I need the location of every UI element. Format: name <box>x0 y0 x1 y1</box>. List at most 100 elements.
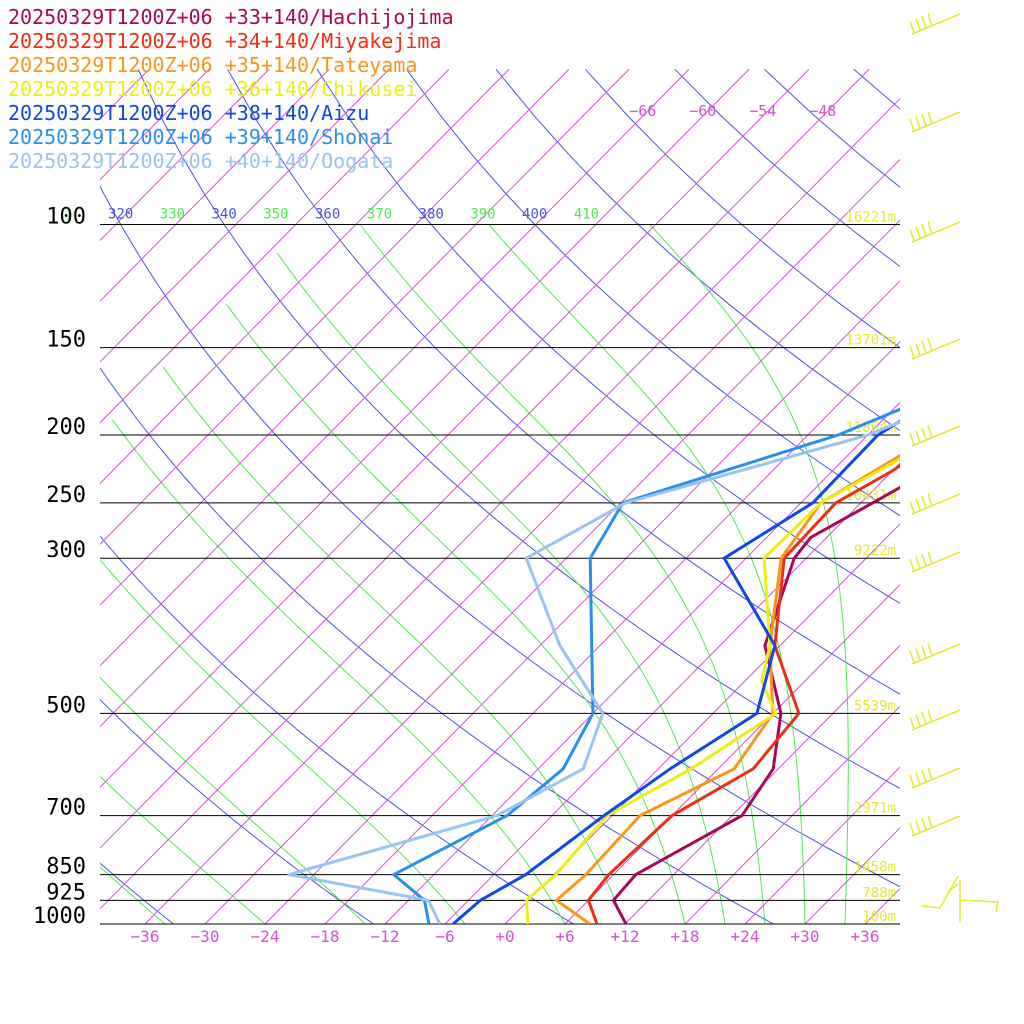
dry-adiabat-line <box>495 68 900 432</box>
dry-adiabat-line <box>100 367 774 924</box>
wind-barbs <box>909 13 999 922</box>
isotherm-line <box>100 68 390 363</box>
height-label: 9222m <box>854 543 896 559</box>
height-label: 788m <box>862 885 896 901</box>
wind-barb <box>909 111 961 133</box>
moist-adiabats <box>100 224 849 924</box>
height-label: 100m <box>862 909 896 925</box>
temperature-tick-label: −6 <box>435 927 454 946</box>
series-line-5 <box>392 407 900 924</box>
legend-entry: 20250329T1200Z+06 +38+140/Aizu <box>8 101 369 125</box>
isotherm-line <box>744 766 900 924</box>
theta-labels: ) 320 330 340 350 360 370 380 390 400 410 <box>65 206 599 222</box>
moist-adiabat-line <box>649 224 849 924</box>
pressure-label: 100 <box>46 204 86 229</box>
isotherm-line <box>804 827 900 924</box>
moist-adiabat-line <box>488 224 806 924</box>
pressure-label: 200 <box>46 415 86 440</box>
theta-label: 400 <box>522 206 547 222</box>
legend: 20250329T1200Z+06 +33+140/Hachijojima202… <box>8 5 454 173</box>
moist-adiabat-line <box>100 676 366 924</box>
isotherm-line <box>504 523 900 924</box>
isotherm-line <box>684 705 900 924</box>
theta-label: 340 <box>211 206 236 222</box>
isotherm-line <box>100 68 630 606</box>
dry-adiabats <box>100 68 900 924</box>
wind-barb <box>909 221 961 243</box>
series-line-3 <box>524 457 900 924</box>
isotherm-line <box>985 69 1024 924</box>
dry-adiabat-line <box>100 862 174 924</box>
moist-adiabat-line <box>162 367 626 924</box>
series-line-0 <box>611 485 900 924</box>
dry-adiabat-line <box>227 69 900 695</box>
pressure-label: 1000 <box>33 904 86 929</box>
wind-barb <box>909 493 961 515</box>
theta-label: 410 <box>574 206 599 222</box>
isotherm-line <box>384 401 900 924</box>
profile-lines <box>287 407 900 924</box>
legend-entry: 20250329T1200Z+06 +40+140/Oogata <box>8 149 393 173</box>
moist-adiabat-line <box>111 419 566 924</box>
dry-adiabat-line <box>100 535 574 924</box>
upper-temperature-label: −60 <box>689 102 716 120</box>
moist-adiabat-line <box>226 303 686 924</box>
pressure-label: 850 <box>46 855 86 880</box>
temperature-tick-label: +0 <box>495 927 514 946</box>
wind-barb <box>909 767 961 789</box>
height-label: 5539m <box>854 698 896 714</box>
legend-entry: 20250329T1200Z+06 +36+140/Chikusei <box>8 77 417 101</box>
height-label: 10431m <box>845 488 896 504</box>
theta-label: 380 <box>419 206 444 222</box>
temperature-tick-label: +12 <box>611 927 640 946</box>
legend-entry: 20250329T1200Z+06 +34+140/Miyakejima <box>8 29 441 53</box>
wind-barb <box>909 425 961 447</box>
temperature-tick-label: +30 <box>791 927 820 946</box>
theta-label: 390 <box>470 206 495 222</box>
isotherm-line <box>444 462 900 924</box>
temperature-tick-label: −18 <box>311 927 340 946</box>
temperature-tick-label: −30 <box>191 927 220 946</box>
dry-adiabat-line <box>316 69 900 604</box>
isotherm-line <box>100 97 900 910</box>
isotherm-line <box>100 68 330 302</box>
isotherm-line <box>100 68 750 728</box>
temperature-tick-label: +24 <box>731 927 760 946</box>
height-label: 16221m <box>845 209 896 225</box>
upper-temperature-label: −54 <box>749 102 776 120</box>
temperature-axis: −36 −30 −24 −18 −12 −6 +0 +6 +12 +18 +24 +30 +36 <box>131 927 880 946</box>
height-label: 1458m <box>854 860 896 876</box>
isotherm-line <box>144 158 900 924</box>
temperature-tick-label: +6 <box>555 927 574 946</box>
height-labels: 16221m13701m11864m10431m9222m5539m2971m1… <box>845 209 896 925</box>
isotherms <box>100 68 1024 924</box>
isotherm-line <box>100 68 210 181</box>
moist-adiabat-line <box>100 558 466 924</box>
isotherm-line <box>100 68 570 545</box>
isotherm-line <box>100 68 270 242</box>
theta-label: 370 <box>367 206 392 222</box>
isotherm-line <box>624 644 900 924</box>
upper-temperature-label: −48 <box>809 102 836 120</box>
theta-label: 350 <box>263 206 288 222</box>
pressure-label: 150 <box>46 328 86 353</box>
theta-label: 360 <box>315 206 340 222</box>
moist-adiabat-line <box>100 775 266 924</box>
height-label: 2971m <box>854 801 896 817</box>
wind-barb <box>909 13 961 35</box>
wind-barb <box>909 815 961 837</box>
legend-entry: 20250329T1200Z+06 +33+140/Hachijojima <box>8 5 454 29</box>
theta-label: 330 <box>160 206 185 222</box>
moist-adiabat-line <box>276 253 726 924</box>
series-line-1 <box>586 463 900 924</box>
temperature-tick-label: −36 <box>131 927 160 946</box>
pressure-label: 300 <box>46 538 86 563</box>
wind-barb <box>909 338 961 360</box>
isotherm-line <box>100 68 510 485</box>
theta-label: 320 <box>108 206 133 222</box>
pressure-label: 700 <box>46 796 86 821</box>
isotherm-line <box>100 68 450 424</box>
legend-entry: 20250329T1200Z+06 +39+140/Shonai <box>8 125 393 149</box>
